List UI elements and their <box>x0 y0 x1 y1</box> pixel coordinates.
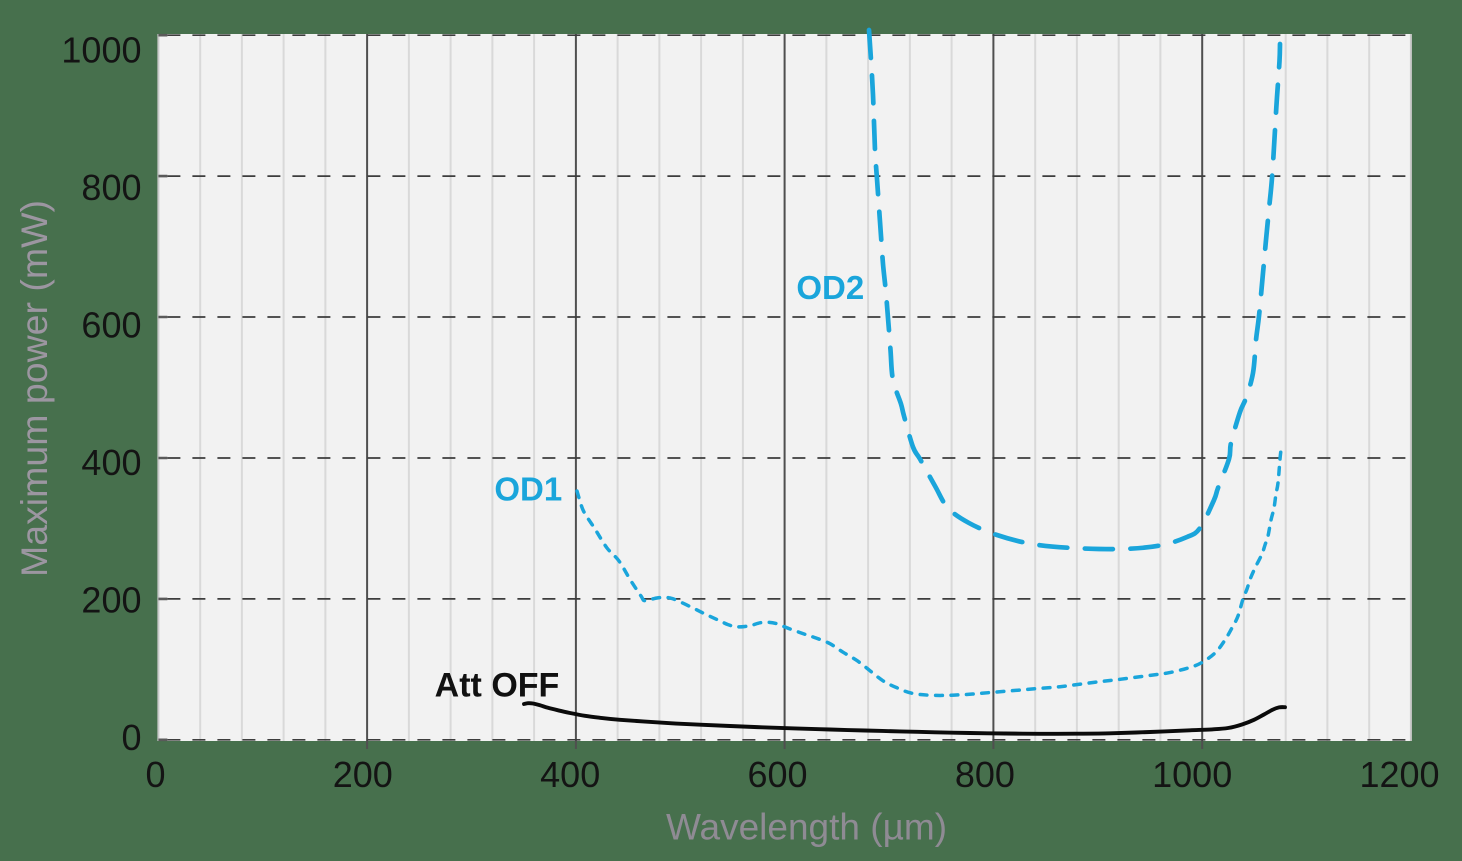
svg-text:800: 800 <box>81 167 141 208</box>
svg-text:0: 0 <box>121 717 141 758</box>
svg-text:200: 200 <box>333 754 393 795</box>
svg-text:800: 800 <box>955 754 1015 795</box>
svg-text:400: 400 <box>540 754 600 795</box>
svg-text:600: 600 <box>747 754 807 795</box>
svg-text:OD1: OD1 <box>494 471 562 508</box>
svg-text:0: 0 <box>145 754 165 795</box>
svg-text:OD2: OD2 <box>796 269 864 306</box>
svg-text:1000: 1000 <box>1152 754 1232 795</box>
svg-text:1000: 1000 <box>61 30 141 71</box>
svg-text:Att OFF: Att OFF <box>435 667 560 705</box>
svg-text:1200: 1200 <box>1359 754 1439 795</box>
svg-text:400: 400 <box>81 442 141 483</box>
svg-text:Maximum power (mW): Maximum power (mW) <box>13 200 55 577</box>
svg-text:600: 600 <box>81 305 141 346</box>
svg-text:200: 200 <box>81 580 141 621</box>
svg-text:Wavelength (µm): Wavelength (µm) <box>666 807 947 848</box>
